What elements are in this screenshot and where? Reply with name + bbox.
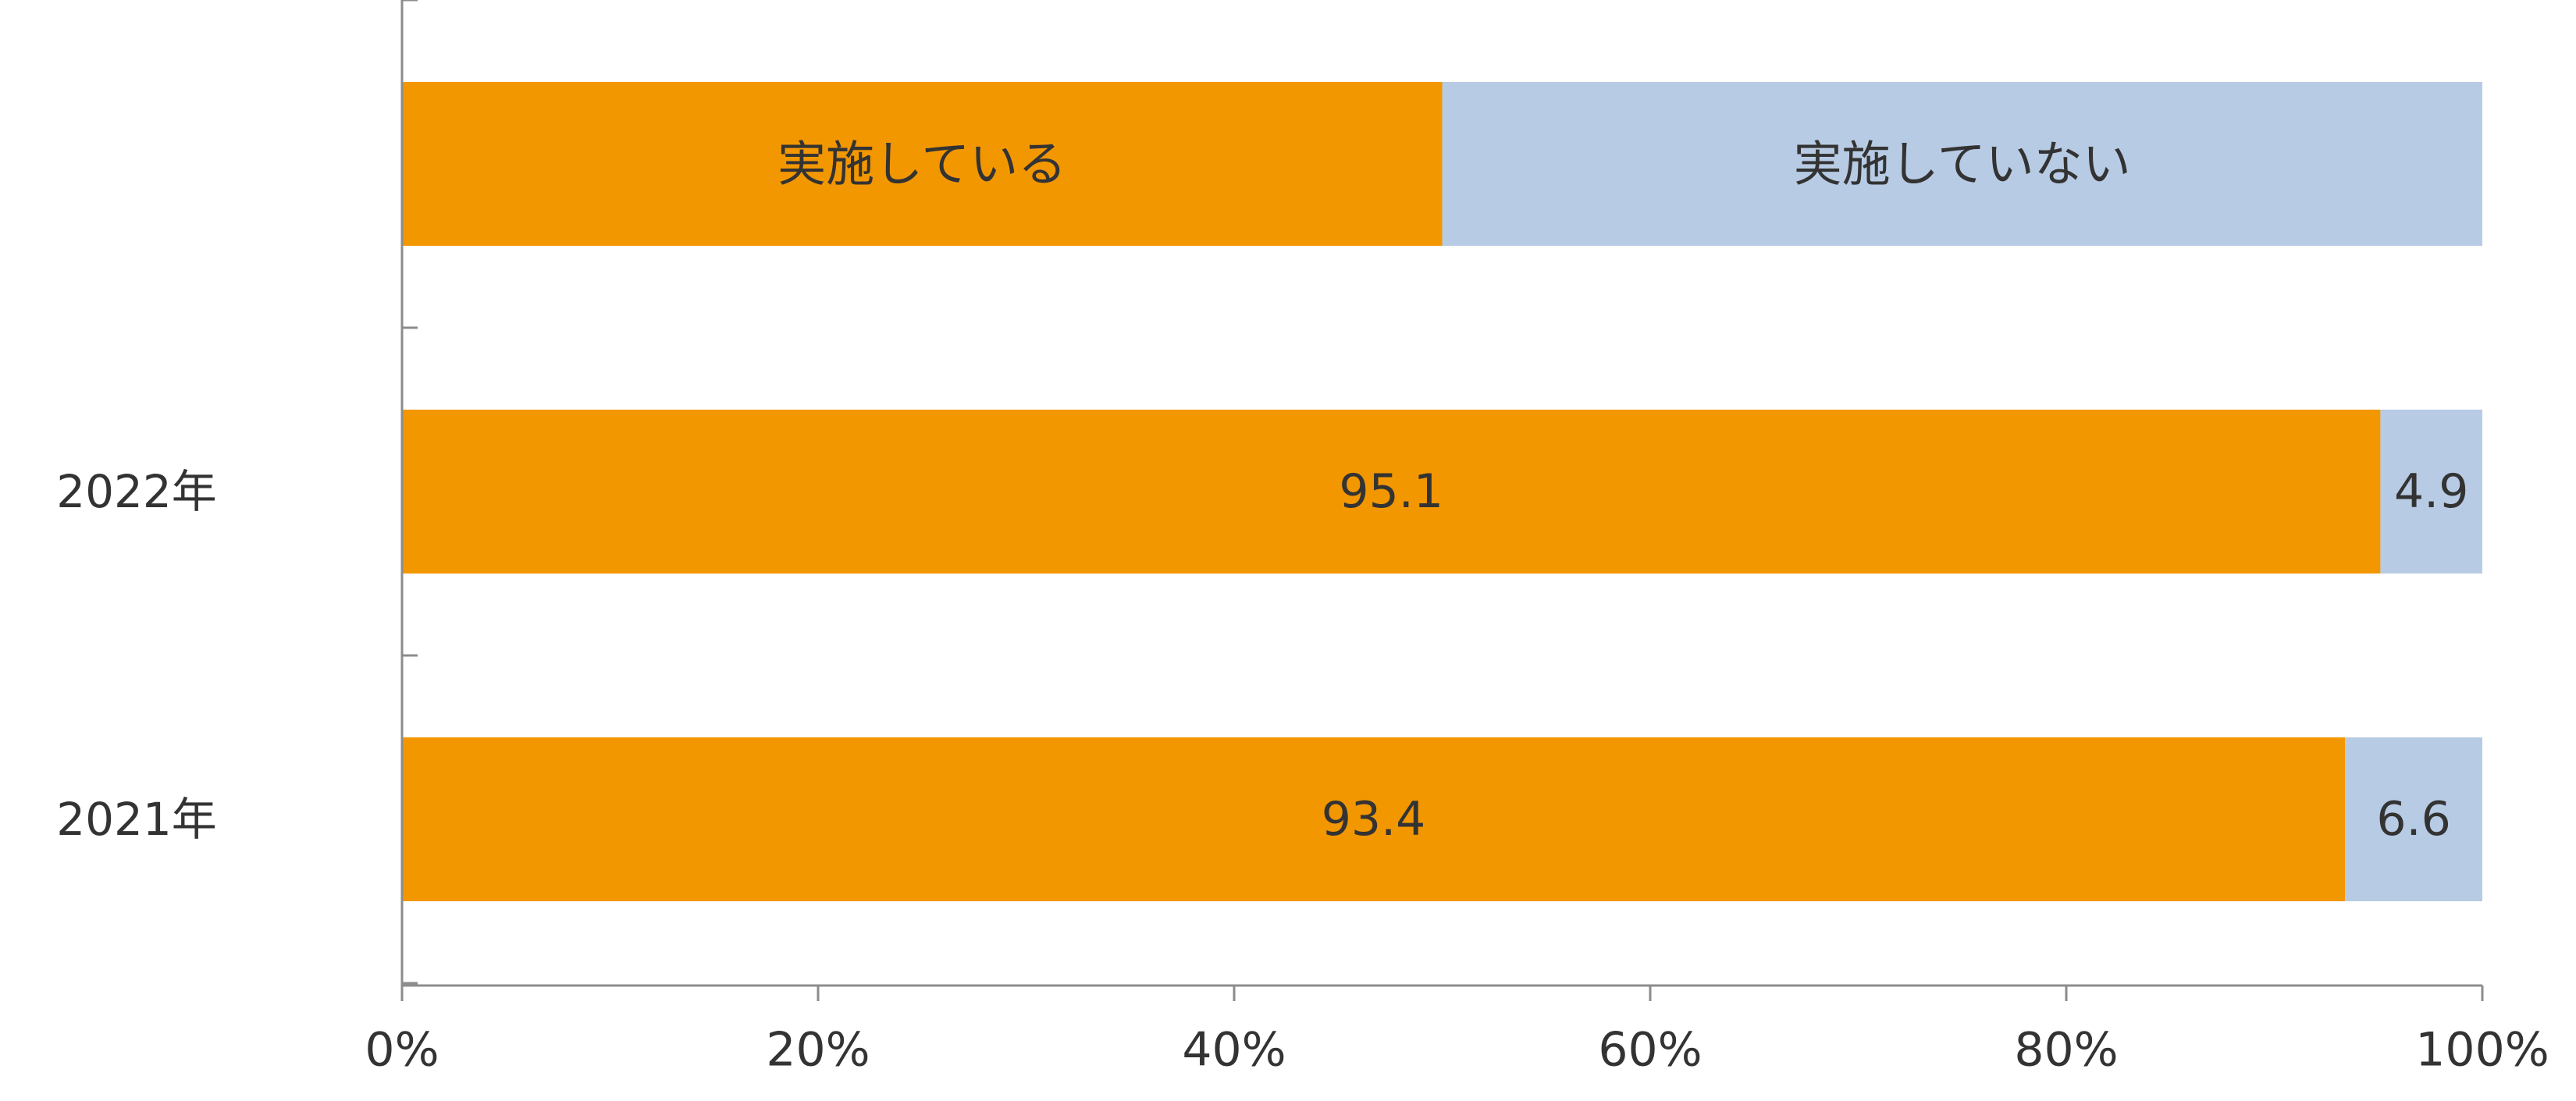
data-label-row1-series1: 4.9 bbox=[2394, 464, 2468, 519]
category-label-row1: 2022年 bbox=[56, 465, 217, 518]
x-tick-label: 60% bbox=[1598, 1023, 1702, 1078]
x-tick-label: 40% bbox=[1182, 1023, 1286, 1078]
x-tick-label: 80% bbox=[2014, 1023, 2118, 1078]
x-tick-label: 100% bbox=[2415, 1023, 2549, 1078]
data-label-row0-series0: 実施している bbox=[777, 136, 1066, 193]
x-tick-label: 20% bbox=[766, 1023, 870, 1078]
bar-segment-row0-series1 bbox=[1442, 82, 2482, 246]
bar-segment-row2-series1 bbox=[2345, 737, 2482, 901]
data-label-row1-series0: 95.1 bbox=[1339, 464, 1443, 519]
x-tick-label: 0% bbox=[365, 1023, 439, 1078]
axes-layer bbox=[400, 0, 2484, 1001]
data-label-row2-series0: 93.4 bbox=[1322, 792, 1426, 847]
labels-layer: 実施している 実施していない 95.1 4.9 2022年 93.4 6.6 2021年 0% 2… bbox=[56, 136, 2549, 1078]
data-label-row0-series1: 実施していない bbox=[1794, 136, 2131, 193]
data-label-row2-series1: 6.6 bbox=[2376, 792, 2450, 847]
bar-segment-row1-series1 bbox=[2380, 410, 2482, 574]
bar-segment-row2-series0 bbox=[402, 737, 2346, 901]
bars-layer bbox=[402, 82, 2482, 901]
bar-segment-row1-series0 bbox=[402, 410, 2381, 574]
bar-segment-row0-series0 bbox=[402, 82, 1443, 246]
category-label-row2: 2021年 bbox=[56, 793, 217, 846]
